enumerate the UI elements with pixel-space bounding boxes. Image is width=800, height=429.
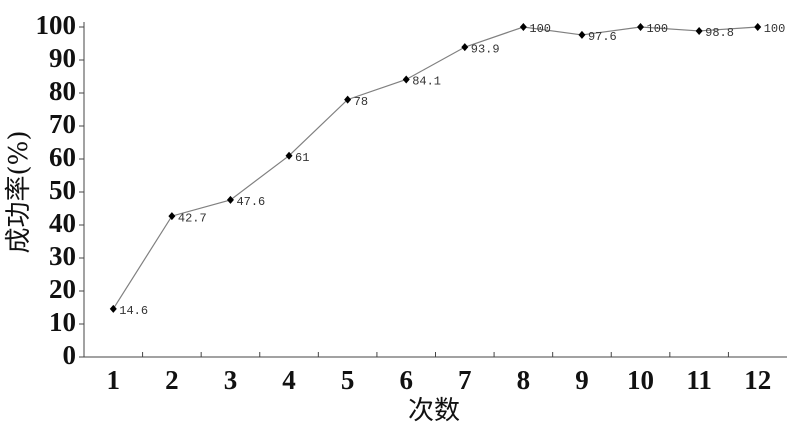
data-point bbox=[519, 23, 527, 31]
data-point bbox=[402, 75, 410, 84]
data-label: 98.8 bbox=[705, 26, 734, 40]
data-point bbox=[344, 95, 352, 104]
y-tick-label: 0 bbox=[63, 340, 77, 370]
y-tick-label: 90 bbox=[49, 43, 76, 73]
y-tick-label: 20 bbox=[49, 274, 76, 304]
x-tick-label: 10 bbox=[627, 365, 654, 395]
x-tick-label: 2 bbox=[165, 365, 179, 395]
y-tick-label: 70 bbox=[49, 109, 76, 139]
data-label: 84.1 bbox=[412, 75, 441, 89]
data-point bbox=[754, 23, 762, 31]
data-point bbox=[285, 151, 293, 160]
x-tick-label: 6 bbox=[399, 365, 413, 395]
x-tick-label: 9 bbox=[575, 365, 589, 395]
x-tick-label: 11 bbox=[686, 365, 712, 395]
data-label: 61 bbox=[295, 151, 309, 165]
data-label: 78 bbox=[354, 95, 368, 109]
data-point bbox=[695, 26, 703, 35]
x-tick-label: 4 bbox=[282, 365, 296, 395]
data-point bbox=[109, 304, 117, 313]
x-axis-title: 次数 bbox=[408, 396, 460, 426]
x-tick-label: 7 bbox=[458, 365, 472, 395]
data-line bbox=[112, 26, 758, 310]
y-tick-label: 80 bbox=[49, 76, 76, 106]
x-tick-label: 12 bbox=[744, 365, 771, 395]
data-point bbox=[461, 43, 469, 52]
y-tick-label: 30 bbox=[49, 241, 76, 271]
y-tick-label: 40 bbox=[49, 208, 76, 238]
data-label: 14.6 bbox=[119, 304, 148, 318]
data-point bbox=[578, 30, 586, 39]
y-axis-title: 成功率(%) bbox=[4, 131, 34, 254]
data-label: 100 bbox=[764, 22, 786, 36]
y-tick-label: 60 bbox=[49, 142, 76, 172]
data-label: 93.9 bbox=[471, 42, 500, 56]
y-tick-label: 100 bbox=[36, 10, 77, 40]
data-point bbox=[226, 195, 234, 204]
data-label: 97.6 bbox=[588, 30, 617, 44]
data-label: 100 bbox=[529, 22, 551, 36]
y-tick-label: 10 bbox=[49, 307, 76, 337]
data-point bbox=[168, 212, 176, 221]
x-tick-label: 8 bbox=[517, 365, 531, 395]
x-tick-label: 5 bbox=[341, 365, 355, 395]
data-point bbox=[637, 23, 645, 31]
y-tick-label: 50 bbox=[49, 175, 76, 205]
data-label: 47.6 bbox=[236, 195, 265, 209]
data-label: 42.7 bbox=[178, 211, 207, 225]
x-tick-label: 1 bbox=[107, 365, 121, 395]
data-label: 100 bbox=[647, 22, 669, 36]
x-tick-label: 3 bbox=[224, 365, 238, 395]
